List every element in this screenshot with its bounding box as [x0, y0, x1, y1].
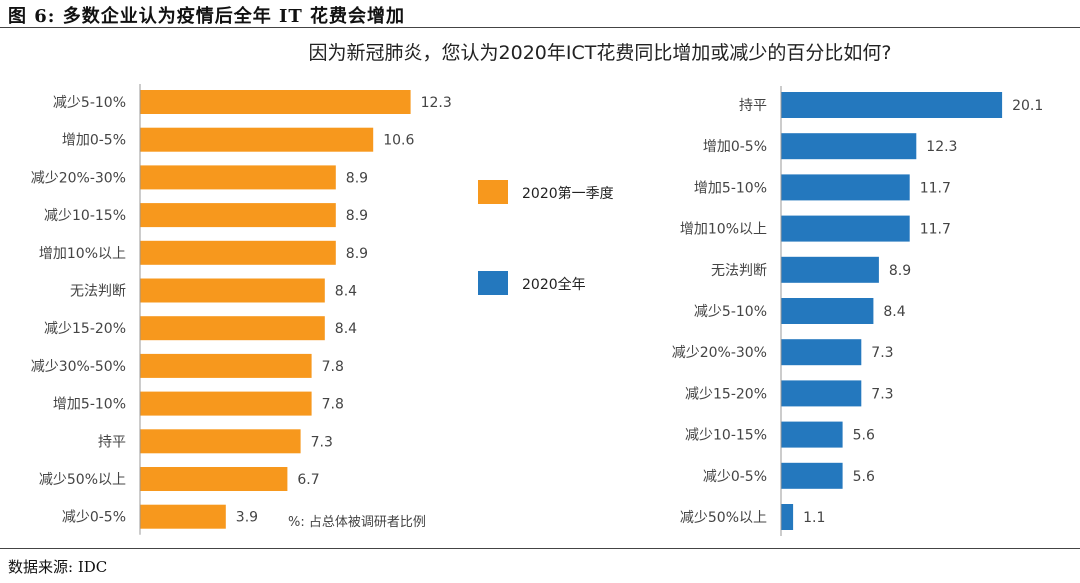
category-label-year-1: 持平: [739, 98, 767, 114]
bar-q1-6: [140, 278, 325, 303]
bar-q1-10: [140, 429, 301, 454]
category-label-q1-3: 减少20%-30%: [31, 170, 126, 186]
legend-label-q1: 2020第一季度: [522, 185, 614, 202]
bar-year-8: [781, 380, 862, 407]
category-label-year-3: 增加5-10%: [694, 180, 767, 196]
bar-q1-2: [140, 127, 374, 152]
value-label-q1-9: 7.8: [322, 397, 344, 413]
value-label-q1-12: 3.9: [236, 510, 258, 526]
category-label-q1-1: 减少5-10%: [53, 95, 126, 111]
bar-year-2: [781, 133, 917, 160]
bar-q1-11: [140, 467, 288, 491]
category-label-year-4: 增加10%以上: [680, 222, 767, 238]
top-rule: [0, 27, 1080, 28]
category-label-q1-11: 减少50%以上: [39, 472, 126, 488]
chart-note: %: 占总体被调研者比例: [288, 515, 426, 530]
bar-q1-12: [140, 504, 226, 529]
value-label-year-11: 1.1: [803, 510, 825, 526]
bar-q1-7: [140, 316, 325, 341]
bar-year-7: [781, 339, 862, 366]
value-label-year-4: 11.7: [920, 222, 951, 238]
value-label-year-8: 7.3: [871, 386, 893, 402]
value-label-year-2: 12.3: [926, 139, 957, 155]
figure-title: 图 6: 多数企业认为疫情后全年 IT 花费会增加: [8, 6, 406, 27]
value-label-year-10: 5.6: [853, 469, 875, 485]
chart-title: 因为新冠肺炎，您认为2020年ICT花费同比增加或减少的百分比如何?: [308, 42, 892, 64]
legend-label-year: 2020全年: [522, 276, 586, 293]
bottom-rule: [0, 548, 1080, 549]
category-label-q1-6: 无法判断: [70, 284, 126, 300]
category-label-q1-7: 减少15-20%: [44, 321, 126, 337]
category-label-year-9: 减少10-15%: [685, 428, 767, 444]
data-source: 数据来源: IDC: [8, 558, 108, 576]
bar-q1-8: [140, 353, 312, 378]
category-label-year-10: 减少0-5%: [703, 469, 767, 485]
bar-year-1: [781, 92, 1003, 118]
category-label-q1-2: 增加0-5%: [62, 133, 126, 149]
category-label-q1-4: 减少10-15%: [44, 208, 126, 224]
bar-q1-9: [140, 391, 312, 416]
category-label-q1-5: 增加10%以上: [39, 246, 126, 262]
bar-q1-1: [140, 90, 411, 114]
value-label-q1-11: 6.7: [297, 472, 319, 488]
value-label-q1-1: 12.3: [421, 95, 452, 111]
bar-q1-3: [140, 165, 336, 190]
value-label-q1-8: 7.8: [322, 359, 344, 375]
value-label-year-7: 7.3: [871, 345, 893, 361]
bar-year-9: [781, 421, 843, 448]
category-label-q1-10: 持平: [98, 434, 126, 450]
category-label-year-2: 增加0-5%: [703, 139, 767, 155]
bar-q1-4: [140, 203, 336, 228]
value-label-year-3: 11.7: [920, 180, 951, 196]
category-label-year-8: 减少15-20%: [685, 386, 767, 402]
legend-swatch-year: [478, 271, 508, 295]
value-label-q1-2: 10.6: [383, 133, 414, 149]
category-label-year-5: 无法判断: [711, 263, 767, 279]
legend-swatch-q1: [478, 180, 508, 204]
bar-year-6: [781, 298, 874, 324]
bar-year-10: [781, 462, 843, 489]
category-label-q1-8: 减少30%-50%: [31, 359, 126, 375]
bar-year-4: [781, 215, 910, 242]
category-label-q1-12: 减少0-5%: [62, 510, 126, 526]
value-label-year-9: 5.6: [853, 428, 875, 444]
value-label-q1-7: 8.4: [335, 321, 357, 337]
category-label-q1-9: 增加5-10%: [53, 397, 126, 413]
value-label-q1-10: 7.3: [311, 434, 333, 450]
value-label-year-1: 20.1: [1012, 98, 1043, 114]
value-label-q1-3: 8.9: [346, 170, 368, 186]
value-label-year-5: 8.9: [889, 263, 911, 279]
category-label-year-6: 减少5-10%: [694, 304, 767, 320]
bar-year-5: [781, 256, 879, 283]
value-label-q1-4: 8.9: [346, 208, 368, 224]
value-label-year-6: 8.4: [883, 304, 905, 320]
bar-q1-5: [140, 240, 336, 265]
value-label-q1-6: 8.4: [335, 284, 357, 300]
category-label-year-11: 减少50%以上: [680, 510, 767, 526]
bar-year-3: [781, 174, 910, 201]
category-label-year-7: 减少20%-30%: [672, 345, 767, 361]
bar-year-11: [781, 504, 794, 530]
value-label-q1-5: 8.9: [346, 246, 368, 262]
